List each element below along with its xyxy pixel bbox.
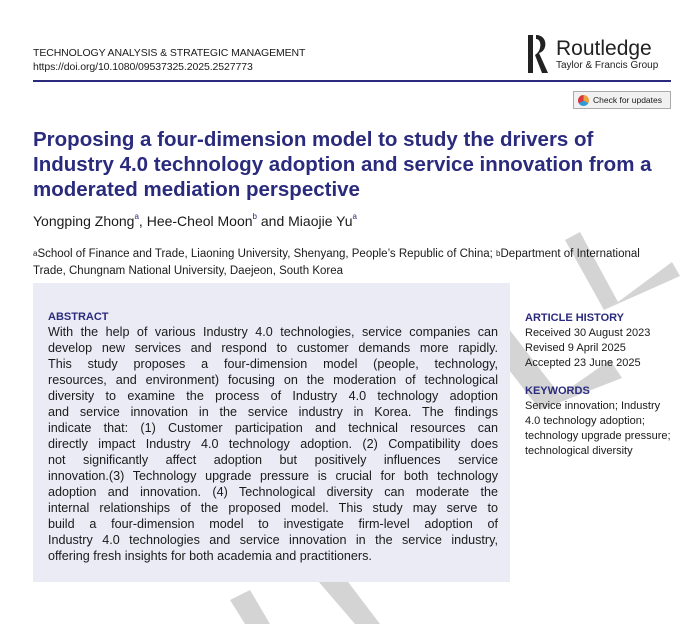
keywords-text: Service innovation; Industry 4.0 technol…: [525, 400, 671, 457]
crossmark-icon: [578, 94, 589, 106]
abstract-line: not significantly affect adoption but po…: [48, 453, 498, 467]
abstract-line: This study proposes a four-dimension mod…: [48, 357, 498, 371]
check-updates-label: Check for updates: [593, 95, 662, 105]
history-item: Revised 9 April 2025: [525, 342, 626, 354]
abstract-line: With the help of various Industry 4.0 te…: [48, 325, 498, 339]
abstract-line: innovation.(3) Technology upgrade pressu…: [48, 469, 498, 483]
abstract-heading: ABSTRACT: [48, 311, 109, 323]
abstract-line: internal relationships of the proposed m…: [48, 501, 498, 515]
publisher-name: Routledge: [556, 36, 652, 60]
abstract-line: and service innovation in the service in…: [48, 405, 498, 419]
abstract-line: diversity to examine the process of Indu…: [48, 389, 498, 403]
separator: and: [257, 213, 289, 229]
author[interactable]: Miaojie Yu: [288, 213, 353, 229]
abstract-line: adoption and innovation. (4) Technologic…: [48, 485, 498, 499]
abstract-line: offering fresh insights for both academi…: [48, 549, 372, 563]
abstract-line: Industry 4.0 technologies and service in…: [48, 533, 498, 547]
abstract-box: [33, 283, 510, 582]
affiliation-key: b: [496, 249, 501, 258]
affiliations: aSchool of Finance and Trade, Liaoning U…: [33, 246, 673, 280]
abstract-line: build a four-dimension model to investig…: [48, 517, 498, 531]
header-rule: [33, 80, 671, 82]
affiliation-text: Department of International Trade, Chung…: [33, 248, 640, 277]
affiliation-key: a: [33, 249, 38, 258]
journal-header: TECHNOLOGY ANALYSIS & STRATEGIC MANAGEME…: [33, 46, 305, 74]
doi-link[interactable]: https://doi.org/10.1080/09537325.2025.25…: [33, 61, 253, 73]
history-item: Received 30 August 2023: [525, 327, 651, 339]
abstract-line: indicate that: (1) Customer participatio…: [48, 421, 498, 435]
publisher-group: Taylor & Francis Group: [556, 59, 659, 71]
author[interactable]: Yongping Zhong: [33, 213, 135, 229]
affiliation-marker: a: [352, 212, 357, 221]
history-item: Accepted 23 June 2025: [525, 357, 641, 369]
affiliation-marker: a: [134, 212, 139, 221]
affiliation-text: School of Finance and Trade, Liaoning Un…: [37, 248, 497, 260]
separator: ,: [138, 213, 147, 229]
check-for-updates-button[interactable]: Check for updates: [573, 91, 671, 109]
publisher-logo: Routledge Taylor & Francis Group: [528, 33, 658, 75]
abstract-line: directly impact Industry 4.0 technology …: [48, 437, 498, 451]
routledge-logo-icon: [528, 35, 548, 73]
affiliation-marker: b: [252, 212, 257, 221]
authors: Yongping Zhonga, Hee-Cheol Moonb and Mia…: [33, 212, 357, 229]
abstract-line: develop new services and respond to cust…: [48, 341, 498, 355]
keywords-heading: KEYWORDS: [525, 385, 590, 397]
abstract-text: With the help of various Industry 4.0 te…: [48, 324, 498, 564]
article-history-heading: ARTICLE HISTORY: [525, 312, 625, 324]
abstract-line: resources, and environment) focusing on …: [48, 373, 498, 387]
article-sidebar: ARTICLE HISTORY Received 30 August 2023 …: [525, 311, 675, 459]
author[interactable]: Hee-Cheol Moon: [146, 213, 253, 229]
article-title: Proposing a four-dimension model to stud…: [33, 128, 652, 201]
journal-name: TECHNOLOGY ANALYSIS & STRATEGIC MANAGEME…: [33, 47, 306, 59]
